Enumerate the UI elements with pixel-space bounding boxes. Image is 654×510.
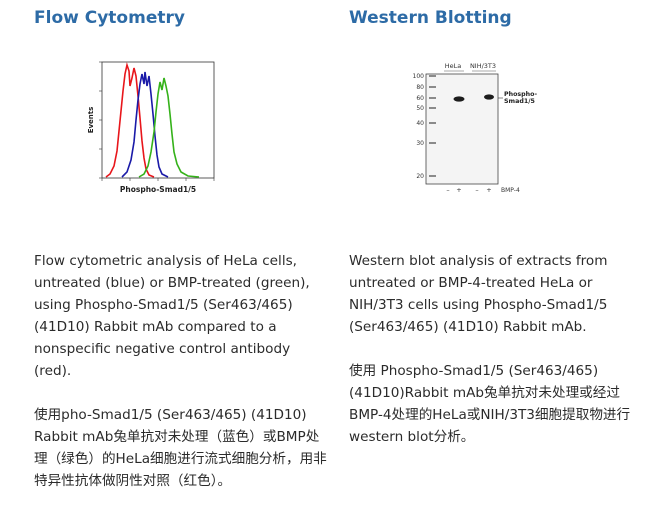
flow-series-control — [105, 62, 155, 178]
western-blot-heading: Western Blotting — [349, 8, 512, 28]
marker-label: 80 — [416, 84, 424, 91]
treatment-sign: + — [456, 186, 461, 194]
flow-caption: Flow cytometric analysis of HeLa cells, … — [34, 250, 330, 492]
treatment-sign: + — [486, 186, 491, 194]
marker-label: 20 — [416, 173, 424, 180]
western-blot-image: HeLa NIH/3T3 100 80 60 50 40 — [413, 62, 538, 194]
treatment-label: BMP-4 — [501, 187, 520, 194]
flow-histogram: Events Phospho-Smad1/5 — [87, 61, 215, 194]
western-caption: Western blot analysis of extracts from u… — [349, 250, 645, 448]
marker-ladder — [429, 75, 436, 177]
treatment-sign: – — [446, 186, 449, 194]
marker-label: 60 — [416, 95, 424, 102]
western-caption-english: Western blot analysis of extracts from u… — [349, 253, 608, 335]
blot-membrane — [425, 73, 499, 185]
flow-series-treated — [138, 77, 200, 178]
marker-label: 40 — [416, 120, 424, 127]
band-nih3t3-bmp4 — [484, 94, 494, 100]
marker-label: 30 — [416, 140, 424, 147]
lane-group-hela: HeLa — [445, 62, 462, 70]
band-label-line1: Phospho- — [504, 91, 537, 98]
flow-x-axis-label: Phospho-Smad1/5 — [120, 185, 196, 194]
treatment-sign: – — [475, 186, 478, 194]
band-hela-bmp4 — [453, 96, 465, 102]
western-blot-figure: HeLa NIH/3T3 100 80 60 50 40 — [404, 56, 574, 198]
flow-axis-ticks — [99, 61, 215, 181]
flow-cytometry-heading: Flow Cytometry — [34, 8, 185, 28]
western-caption-chinese: 使用 Phospho-Smad1/5 (Ser463/465) (41D10)R… — [349, 363, 631, 445]
flow-series-untreated — [121, 71, 169, 178]
marker-label: 50 — [416, 105, 424, 112]
marker-label: 100 — [413, 73, 425, 80]
lane-group-nih3t3: NIH/3T3 — [470, 62, 496, 70]
flow-y-axis-label: Events — [87, 107, 95, 134]
band-label-line2: Smad1/5 — [504, 98, 535, 105]
flow-cytometry-figure: Events Phospho-Smad1/5 — [84, 56, 224, 198]
flow-caption-english: Flow cytometric analysis of HeLa cells, … — [34, 253, 310, 379]
flow-caption-chinese: 使用pho-Smad1/5 (Ser463/465) (41D10) Rabbi… — [34, 407, 327, 489]
